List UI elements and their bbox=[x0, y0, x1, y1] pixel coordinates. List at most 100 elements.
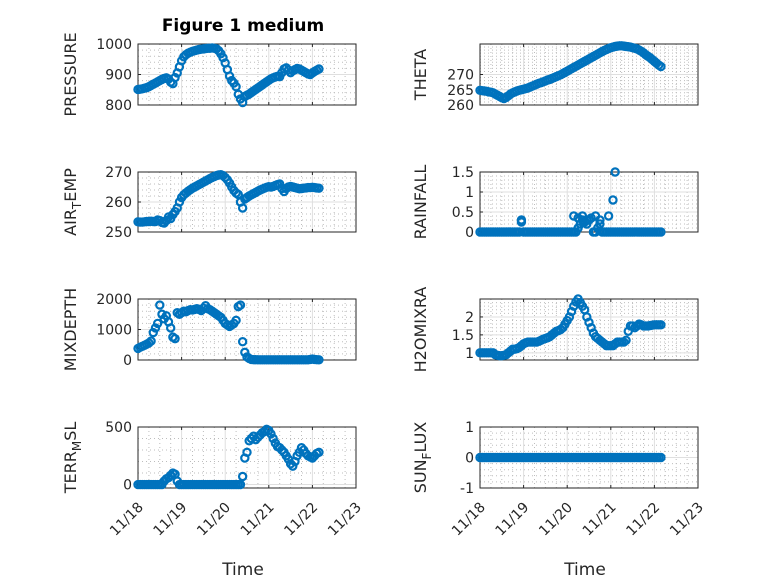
y-tick-label: 250 bbox=[105, 225, 132, 241]
x-axis-label-left: Time bbox=[221, 560, 264, 580]
y-tick-label: 1000 bbox=[96, 37, 132, 53]
data-series bbox=[475, 294, 666, 361]
data-point bbox=[610, 167, 620, 177]
x-tick-label: 11/23 bbox=[667, 500, 707, 540]
data-point bbox=[237, 203, 248, 213]
subplot-6: 1 1.5 2 H2OMIXRA bbox=[411, 287, 699, 373]
data-series bbox=[475, 452, 666, 463]
y-tick-label: 1.5 bbox=[452, 328, 474, 344]
data-point bbox=[656, 61, 666, 72]
y-tick-label: 500 bbox=[105, 420, 132, 436]
subplot-3: 250 260 270 AIRTEMP bbox=[61, 165, 357, 241]
x-tick-label: 11/19 bbox=[493, 500, 533, 540]
y-tick-label: 900 bbox=[105, 68, 132, 84]
subplot-4: 0 0.5 1 1.5 RAINFALL bbox=[411, 165, 699, 241]
y-tick-label: 1000 bbox=[96, 323, 132, 339]
y-tick-label: 2 bbox=[465, 310, 474, 326]
data-series bbox=[475, 167, 666, 237]
data-point bbox=[165, 323, 176, 333]
y-axis-label: THETA bbox=[411, 49, 430, 101]
y-axis-label: PRESSURE bbox=[61, 32, 80, 116]
data-point bbox=[266, 429, 276, 439]
data-series bbox=[133, 169, 324, 228]
data-point bbox=[235, 300, 246, 310]
data-point bbox=[314, 447, 324, 458]
y-tick-label: 1 bbox=[465, 346, 474, 362]
data-point bbox=[603, 211, 614, 221]
data-point bbox=[314, 183, 324, 193]
data-point bbox=[155, 300, 165, 310]
y-axis-label: H2OMIXRA bbox=[411, 287, 430, 373]
subplot-7: 0 500 TERRMSL 11/18 11/19 11/20 11/21 11/22 11/2… bbox=[61, 420, 365, 539]
y-tick-label: 260 bbox=[105, 195, 132, 211]
x-tick-label: 11/18 bbox=[449, 500, 489, 540]
y-tick-label: 265 bbox=[447, 83, 474, 99]
data-point bbox=[150, 323, 161, 333]
data-point bbox=[268, 433, 278, 444]
data-point bbox=[621, 335, 631, 345]
x-axis-label-right: Time bbox=[563, 560, 606, 580]
data-point bbox=[656, 320, 666, 330]
y-tick-label: 800 bbox=[105, 98, 132, 114]
figure-title: Figure 1 medium bbox=[162, 16, 324, 36]
axes-box bbox=[137, 426, 357, 489]
data-point bbox=[237, 337, 248, 347]
y-axis-label: SUNFLUX bbox=[411, 422, 434, 494]
data-point bbox=[146, 336, 156, 346]
data-point bbox=[242, 447, 252, 458]
data-point bbox=[174, 197, 185, 207]
x-tick-label: 11/22 bbox=[281, 500, 321, 540]
data-point bbox=[231, 315, 241, 326]
x-tick-label: 11/20 bbox=[536, 500, 576, 540]
data-point bbox=[152, 318, 163, 329]
data-point bbox=[235, 479, 246, 490]
y-tick-label: 270 bbox=[447, 68, 474, 84]
subplot-8: -1 0 1 SUNFLUX 11/18 11/19 11/20 11/21 11/22 11/2… bbox=[411, 420, 707, 539]
y-tick-label: 260 bbox=[447, 98, 474, 114]
y-axis-label: MIXDEPTH bbox=[61, 288, 80, 371]
data-series bbox=[475, 41, 666, 104]
y-tick-label: 0 bbox=[465, 451, 474, 467]
x-tick-label: 11/23 bbox=[325, 500, 365, 540]
data-point bbox=[148, 327, 158, 338]
data-point bbox=[595, 215, 605, 225]
y-axis-label: RAINFALL bbox=[411, 165, 430, 240]
subplot-5: 0 1000 2000 MIXDEPTH bbox=[61, 288, 357, 371]
data-point bbox=[595, 219, 605, 229]
y-tick-label: 2000 bbox=[96, 292, 132, 308]
y-axis-label: TERRMSL bbox=[61, 422, 84, 495]
subplot-1: 800 900 1000 PRESSURE bbox=[61, 32, 357, 117]
y-tick-label: 1.5 bbox=[452, 165, 474, 181]
x-tick-label: 11/22 bbox=[623, 500, 663, 540]
data-point bbox=[656, 452, 666, 463]
x-tick-label: 11/21 bbox=[580, 500, 620, 540]
axes-box bbox=[479, 298, 699, 361]
data-series bbox=[133, 43, 324, 108]
x-tick-label: 11/20 bbox=[194, 500, 234, 540]
data-point bbox=[582, 215, 592, 225]
y-tick-label: 1 bbox=[465, 185, 474, 201]
data-point bbox=[157, 309, 167, 319]
y-tick-label: -1 bbox=[460, 481, 474, 497]
y-tick-label: 1 bbox=[465, 420, 474, 436]
y-tick-label: 0.5 bbox=[452, 205, 474, 221]
y-axis-label: AIRTEMP bbox=[61, 168, 84, 236]
data-point bbox=[314, 64, 324, 74]
data-point bbox=[170, 333, 180, 344]
x-tick-label: 11/18 bbox=[107, 500, 147, 540]
data-point bbox=[314, 355, 324, 365]
data-point bbox=[240, 347, 250, 358]
data-point bbox=[288, 461, 298, 471]
data-series bbox=[133, 424, 324, 490]
data-series bbox=[133, 300, 324, 365]
data-point bbox=[237, 471, 248, 482]
y-tick-label: 0 bbox=[123, 478, 132, 494]
y-tick-label: 0 bbox=[123, 353, 132, 369]
x-tick-label: 11/21 bbox=[238, 500, 278, 540]
data-point bbox=[275, 179, 285, 189]
data-point bbox=[656, 227, 666, 237]
data-point bbox=[608, 195, 618, 205]
